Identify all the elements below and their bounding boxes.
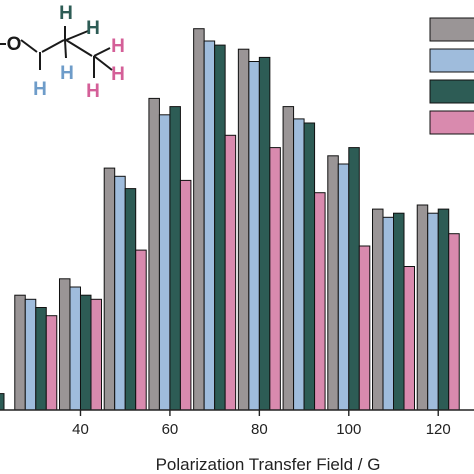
bond-line — [65, 39, 93, 57]
x-tick-label: 60 — [162, 421, 179, 438]
x-tick-label: 100 — [336, 421, 361, 438]
bar — [135, 249, 147, 411]
bar — [35, 307, 47, 411]
legend — [429, 17, 474, 135]
bar — [103, 167, 116, 411]
bond-line — [64, 39, 67, 59]
atom-label: H — [86, 81, 100, 102]
bar — [269, 147, 281, 411]
bar — [148, 97, 160, 411]
bond-line — [93, 55, 113, 71]
bar — [90, 298, 102, 411]
bar — [358, 245, 371, 411]
bar — [314, 192, 326, 411]
bar — [416, 204, 429, 411]
bond-line — [93, 47, 111, 57]
bar — [327, 155, 339, 411]
bar — [69, 286, 81, 411]
bar — [372, 208, 384, 411]
bar — [448, 233, 460, 411]
bar — [124, 188, 137, 411]
bar — [427, 212, 439, 411]
bar — [348, 147, 360, 411]
bar — [282, 106, 295, 411]
x-tick-label: 120 — [426, 421, 451, 438]
bar — [382, 216, 395, 411]
atom-label: H — [59, 3, 73, 24]
bar — [203, 40, 216, 411]
bar — [393, 212, 405, 411]
bar — [248, 61, 260, 411]
bar — [337, 163, 350, 411]
bar — [258, 56, 271, 411]
bars-group — [0, 28, 460, 411]
atom-label: H — [33, 79, 47, 100]
atom-label: O — [7, 34, 22, 55]
bar — [214, 44, 226, 411]
bar — [303, 122, 316, 411]
bar — [193, 28, 205, 411]
bar — [14, 294, 26, 411]
bond-line — [20, 39, 38, 53]
bar — [79, 294, 92, 411]
bar — [437, 208, 450, 411]
bond-line — [41, 39, 65, 53]
atom-label: H — [86, 18, 100, 39]
bar — [45, 315, 58, 411]
x-tick-label: 40 — [72, 421, 89, 438]
bar — [237, 48, 250, 411]
molecule-structure: H H O H H H H H — [0, 3, 125, 102]
x-ticks-group: 40 60 80 100 120 — [72, 410, 451, 438]
bar — [224, 134, 237, 411]
bar — [403, 266, 416, 411]
legend-swatch — [429, 110, 474, 135]
bar — [0, 393, 5, 411]
atom-label: H — [111, 36, 125, 57]
x-axis-title: Polarization Transfer Field / G — [156, 455, 381, 474]
bar — [169, 106, 181, 411]
bar — [293, 118, 305, 411]
x-tick-label: 80 — [251, 421, 268, 438]
bar — [179, 179, 192, 411]
bond-line — [65, 30, 89, 41]
bar — [158, 114, 171, 411]
bar — [24, 298, 37, 411]
legend-swatch — [429, 17, 474, 42]
atom-label: H — [60, 63, 74, 84]
bar — [114, 175, 126, 411]
atom-label: H — [111, 64, 125, 85]
legend-swatch — [429, 79, 474, 104]
legend-swatch — [429, 48, 474, 73]
bar — [58, 278, 71, 411]
